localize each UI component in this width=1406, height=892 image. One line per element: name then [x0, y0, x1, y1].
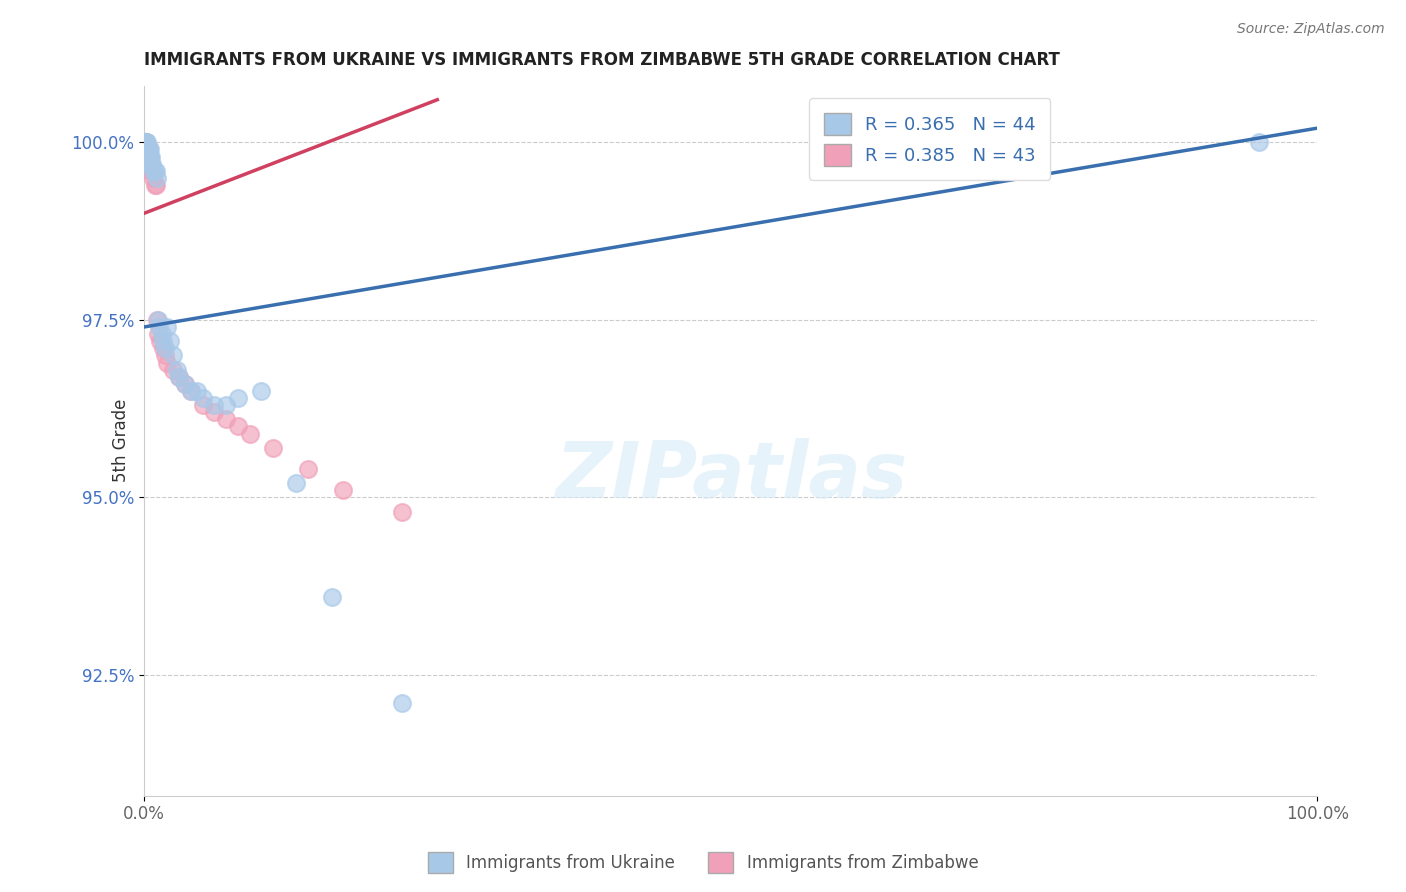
Y-axis label: 5th Grade: 5th Grade [112, 399, 131, 483]
Point [141, 163, 163, 178]
Point [134, 136, 156, 150]
Point [136, 143, 159, 157]
Point [150, 327, 173, 342]
Point [262, 441, 284, 455]
Point [146, 170, 169, 185]
Point [145, 178, 167, 192]
Point [135, 149, 157, 163]
Point [135, 143, 157, 157]
Point [191, 391, 214, 405]
Point [135, 136, 157, 150]
Point [180, 384, 202, 398]
Point [152, 341, 174, 355]
Point [134, 136, 156, 150]
Point [134, 143, 156, 157]
Point [153, 348, 176, 362]
Point [134, 136, 156, 150]
Point [143, 163, 166, 178]
Point [142, 163, 165, 178]
Point [134, 143, 156, 157]
Legend: R = 0.365   N = 44, R = 0.385   N = 43: R = 0.365 N = 44, R = 0.385 N = 43 [808, 98, 1050, 180]
Text: Source: ZipAtlas.com: Source: ZipAtlas.com [1237, 22, 1385, 37]
Point [148, 320, 170, 334]
Point [146, 327, 169, 342]
Point [139, 149, 162, 163]
Point [138, 149, 160, 163]
Point [136, 136, 159, 150]
Point [1247, 136, 1270, 150]
Point [142, 170, 165, 185]
Point [285, 476, 308, 491]
Point [138, 156, 160, 170]
Point [180, 384, 202, 398]
Point [167, 369, 190, 384]
Point [143, 178, 166, 192]
Point [135, 136, 157, 150]
Point [139, 156, 162, 170]
Point [226, 419, 249, 434]
Point [135, 143, 157, 157]
Point [191, 398, 214, 412]
Point [135, 156, 157, 170]
Point [135, 143, 157, 157]
Point [136, 143, 159, 157]
Point [167, 369, 190, 384]
Point [138, 143, 160, 157]
Point [162, 362, 184, 376]
Point [153, 341, 176, 355]
Point [146, 313, 169, 327]
Point [138, 143, 160, 157]
Point [134, 149, 156, 163]
Point [134, 143, 156, 157]
Point [202, 398, 225, 412]
Point [215, 412, 238, 426]
Point [134, 136, 156, 150]
Text: ZIPatlas: ZIPatlas [554, 438, 907, 514]
Point [250, 384, 273, 398]
Point [139, 163, 162, 178]
Point [152, 334, 174, 349]
Point [156, 320, 179, 334]
Point [174, 376, 197, 391]
Point [166, 362, 188, 376]
Point [238, 426, 260, 441]
Point [159, 334, 181, 349]
Point [134, 136, 156, 150]
Point [134, 136, 156, 150]
Point [202, 405, 225, 419]
Point [139, 156, 162, 170]
Point [141, 156, 163, 170]
Legend: Immigrants from Ukraine, Immigrants from Zimbabwe: Immigrants from Ukraine, Immigrants from… [420, 846, 986, 880]
Point [391, 697, 413, 711]
Point [136, 149, 159, 163]
Point [149, 334, 172, 349]
Point [162, 348, 184, 362]
Point [186, 384, 208, 398]
Point [139, 149, 162, 163]
Point [138, 156, 160, 170]
Text: IMMIGRANTS FROM UKRAINE VS IMMIGRANTS FROM ZIMBABWE 5TH GRADE CORRELATION CHART: IMMIGRANTS FROM UKRAINE VS IMMIGRANTS FR… [143, 51, 1060, 69]
Point [134, 136, 156, 150]
Point [134, 143, 156, 157]
Point [321, 590, 343, 604]
Point [226, 391, 249, 405]
Point [332, 483, 354, 498]
Point [146, 313, 169, 327]
Point [135, 149, 157, 163]
Point [391, 505, 413, 519]
Point [139, 143, 162, 157]
Point [156, 355, 179, 369]
Point [174, 376, 197, 391]
Point [215, 398, 238, 412]
Point [297, 462, 319, 476]
Point [139, 149, 162, 163]
Point [145, 163, 167, 178]
Point [139, 156, 162, 170]
